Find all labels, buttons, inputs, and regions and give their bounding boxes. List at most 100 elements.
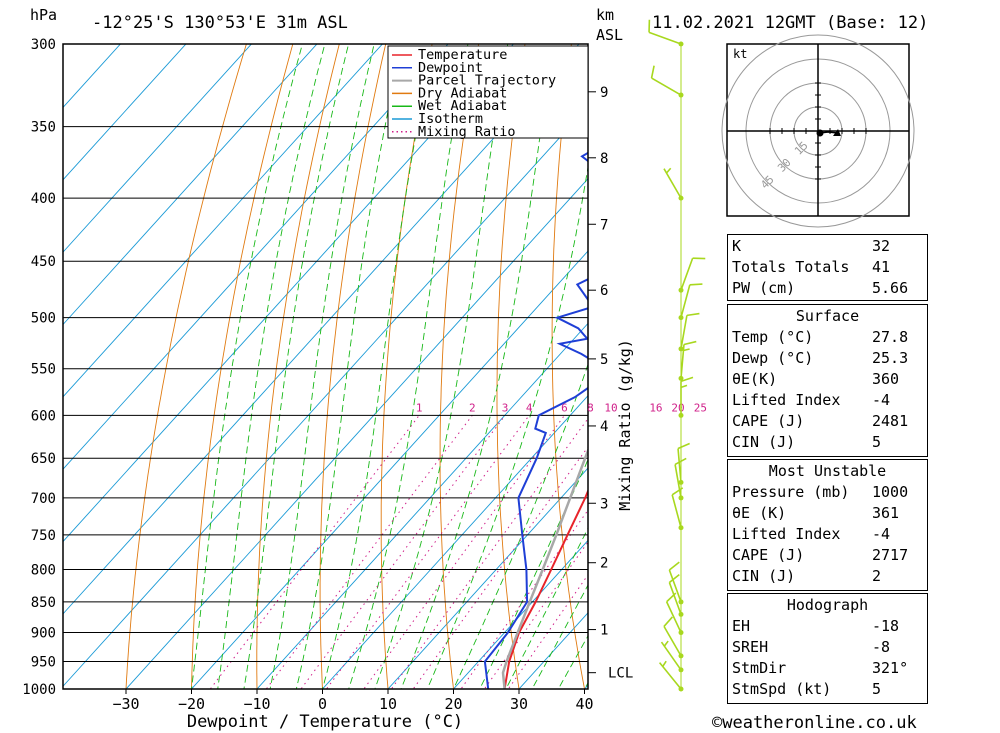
wind-barb-half-feather xyxy=(662,660,667,667)
wet-adiabat-line xyxy=(531,584,588,689)
index-row: Dewp (°C) 25.3 xyxy=(728,348,927,369)
isotherm-line xyxy=(63,44,122,109)
dry-adiabat-line xyxy=(939,0,1000,715)
x-tick-label: 40 xyxy=(575,695,593,713)
mixing-ratio-label: 1 xyxy=(416,401,423,414)
wet-adiabat-line xyxy=(217,44,326,689)
legend-label: Isotherm xyxy=(418,111,483,127)
index-label: PW (cm) xyxy=(732,279,796,297)
pressure-tick-label: 700 xyxy=(31,491,56,507)
height-tick-label: 8 xyxy=(600,151,608,167)
hodograph-marker xyxy=(833,129,841,136)
pressure-tick-label: 600 xyxy=(31,408,56,424)
index-row: CIN (J) 5 xyxy=(728,432,927,453)
x-tick-label: 30 xyxy=(510,695,528,713)
parcel-profile-line xyxy=(501,447,588,689)
hodograph-ring xyxy=(721,34,915,228)
index-label: θE (K) xyxy=(732,504,787,522)
wet-adiabat-line xyxy=(557,634,588,689)
most-unstable-title: Most Unstable xyxy=(768,462,887,480)
isotherm-line xyxy=(63,44,187,181)
height-unit: km xyxy=(596,6,614,24)
wind-barb-staff xyxy=(648,31,682,45)
isotherm-line xyxy=(63,44,384,398)
height-tick-label: 5 xyxy=(600,352,608,368)
index-value: 5.66 xyxy=(872,279,909,297)
wind-barb-feather xyxy=(683,340,697,346)
mixing-ratio-line xyxy=(300,415,506,689)
hodograph-indices-title: Hodograph xyxy=(786,596,869,614)
dewpoint-profile-line xyxy=(483,151,588,689)
pressure-tick-label: 850 xyxy=(31,595,56,611)
wet-adiabat-line xyxy=(479,458,588,689)
index-label: CIN (J) xyxy=(732,567,796,585)
temperature-profile-line xyxy=(503,488,588,689)
index-value: 25.3 xyxy=(872,349,909,367)
pressure-tick-label: 350 xyxy=(31,120,56,136)
pressure-tick-label: 400 xyxy=(31,191,56,207)
index-value: 321° xyxy=(872,659,909,677)
index-value: 360 xyxy=(872,370,900,388)
index-value: 41 xyxy=(872,258,891,276)
pressure-tick-label: 950 xyxy=(31,655,56,671)
index-value: 5 xyxy=(872,433,882,451)
wet-adiabat-line xyxy=(269,44,375,689)
surface-box: Surface Temp (°C) 27.8 Dewp (°C) 25.3 θE(K… xyxy=(727,304,928,457)
isobar-lines xyxy=(63,43,588,690)
index-row: StmSpd (kt) 5 xyxy=(728,679,927,700)
x-tick-label: −10 xyxy=(243,695,270,713)
height-tick-label: LCL xyxy=(608,666,633,682)
mixing-ratio-label: 8 xyxy=(587,401,594,414)
index-label: CIN (J) xyxy=(732,433,796,451)
mixing-ratio-label: 25 xyxy=(694,401,707,414)
x-tick-label: 10 xyxy=(379,695,397,713)
index-value: 361 xyxy=(872,504,900,522)
index-row: Lifted Index -4 xyxy=(728,524,927,545)
wind-barb-feather xyxy=(668,573,680,584)
dry-adiabat-line xyxy=(983,0,1000,715)
index-row: Totals Totals 41 xyxy=(728,257,927,278)
index-label: Lifted Index xyxy=(732,391,841,409)
pressure-tick-label: 650 xyxy=(31,451,56,467)
index-row: SREH -8 xyxy=(728,637,927,658)
legend-label: Dewpoint xyxy=(418,60,483,76)
wind-barb-staff xyxy=(680,315,688,350)
wind-barb-staff xyxy=(663,168,682,199)
footer-credit: ©weatheronline.co.uk xyxy=(712,713,917,733)
pressure-tick-label: 900 xyxy=(31,626,56,642)
wind-barb-feather xyxy=(674,457,687,466)
index-row: θE (K) 361 xyxy=(728,503,927,524)
wind-barb-staff xyxy=(677,448,682,483)
wind-barb-feather xyxy=(666,592,677,603)
mixing-ratio-label: 6 xyxy=(561,401,568,414)
surface-title: Surface xyxy=(795,307,860,325)
index-label: K xyxy=(732,237,742,255)
hodograph-storm-motion-dot xyxy=(816,129,824,137)
pressure-tick-label: 1000 xyxy=(22,682,56,698)
index-value: -4 xyxy=(872,391,891,409)
wind-barb-staff xyxy=(663,626,682,657)
index-label: CAPE (J) xyxy=(732,412,805,430)
wind-barb-feather xyxy=(680,376,694,383)
wind-barb-staff xyxy=(668,569,682,603)
mixing-ratio-line xyxy=(412,446,588,689)
profile-series xyxy=(483,151,588,689)
index-value: 2481 xyxy=(872,412,909,430)
index-row: PW (cm) 5.66 xyxy=(728,278,927,299)
isotherm-line xyxy=(190,250,588,689)
wind-barb-feather xyxy=(663,616,673,627)
index-value: 27.8 xyxy=(872,328,909,346)
mixing-ratio-label: 20 xyxy=(671,401,684,414)
wind-barb-staff xyxy=(651,77,682,96)
pressure-tick-label: 800 xyxy=(31,562,56,578)
height-tick-label: 6 xyxy=(600,283,608,299)
pressure-tick-label: 300 xyxy=(31,37,56,53)
wind-barb-half-feather xyxy=(665,167,672,174)
isotherm-line xyxy=(387,467,588,689)
isotherm-line xyxy=(63,44,318,326)
legend-label: Parcel Trajectory xyxy=(418,73,556,89)
index-row: Pressure (mb) 1000 xyxy=(728,482,927,503)
index-row: Lifted Index -4 xyxy=(728,390,927,411)
